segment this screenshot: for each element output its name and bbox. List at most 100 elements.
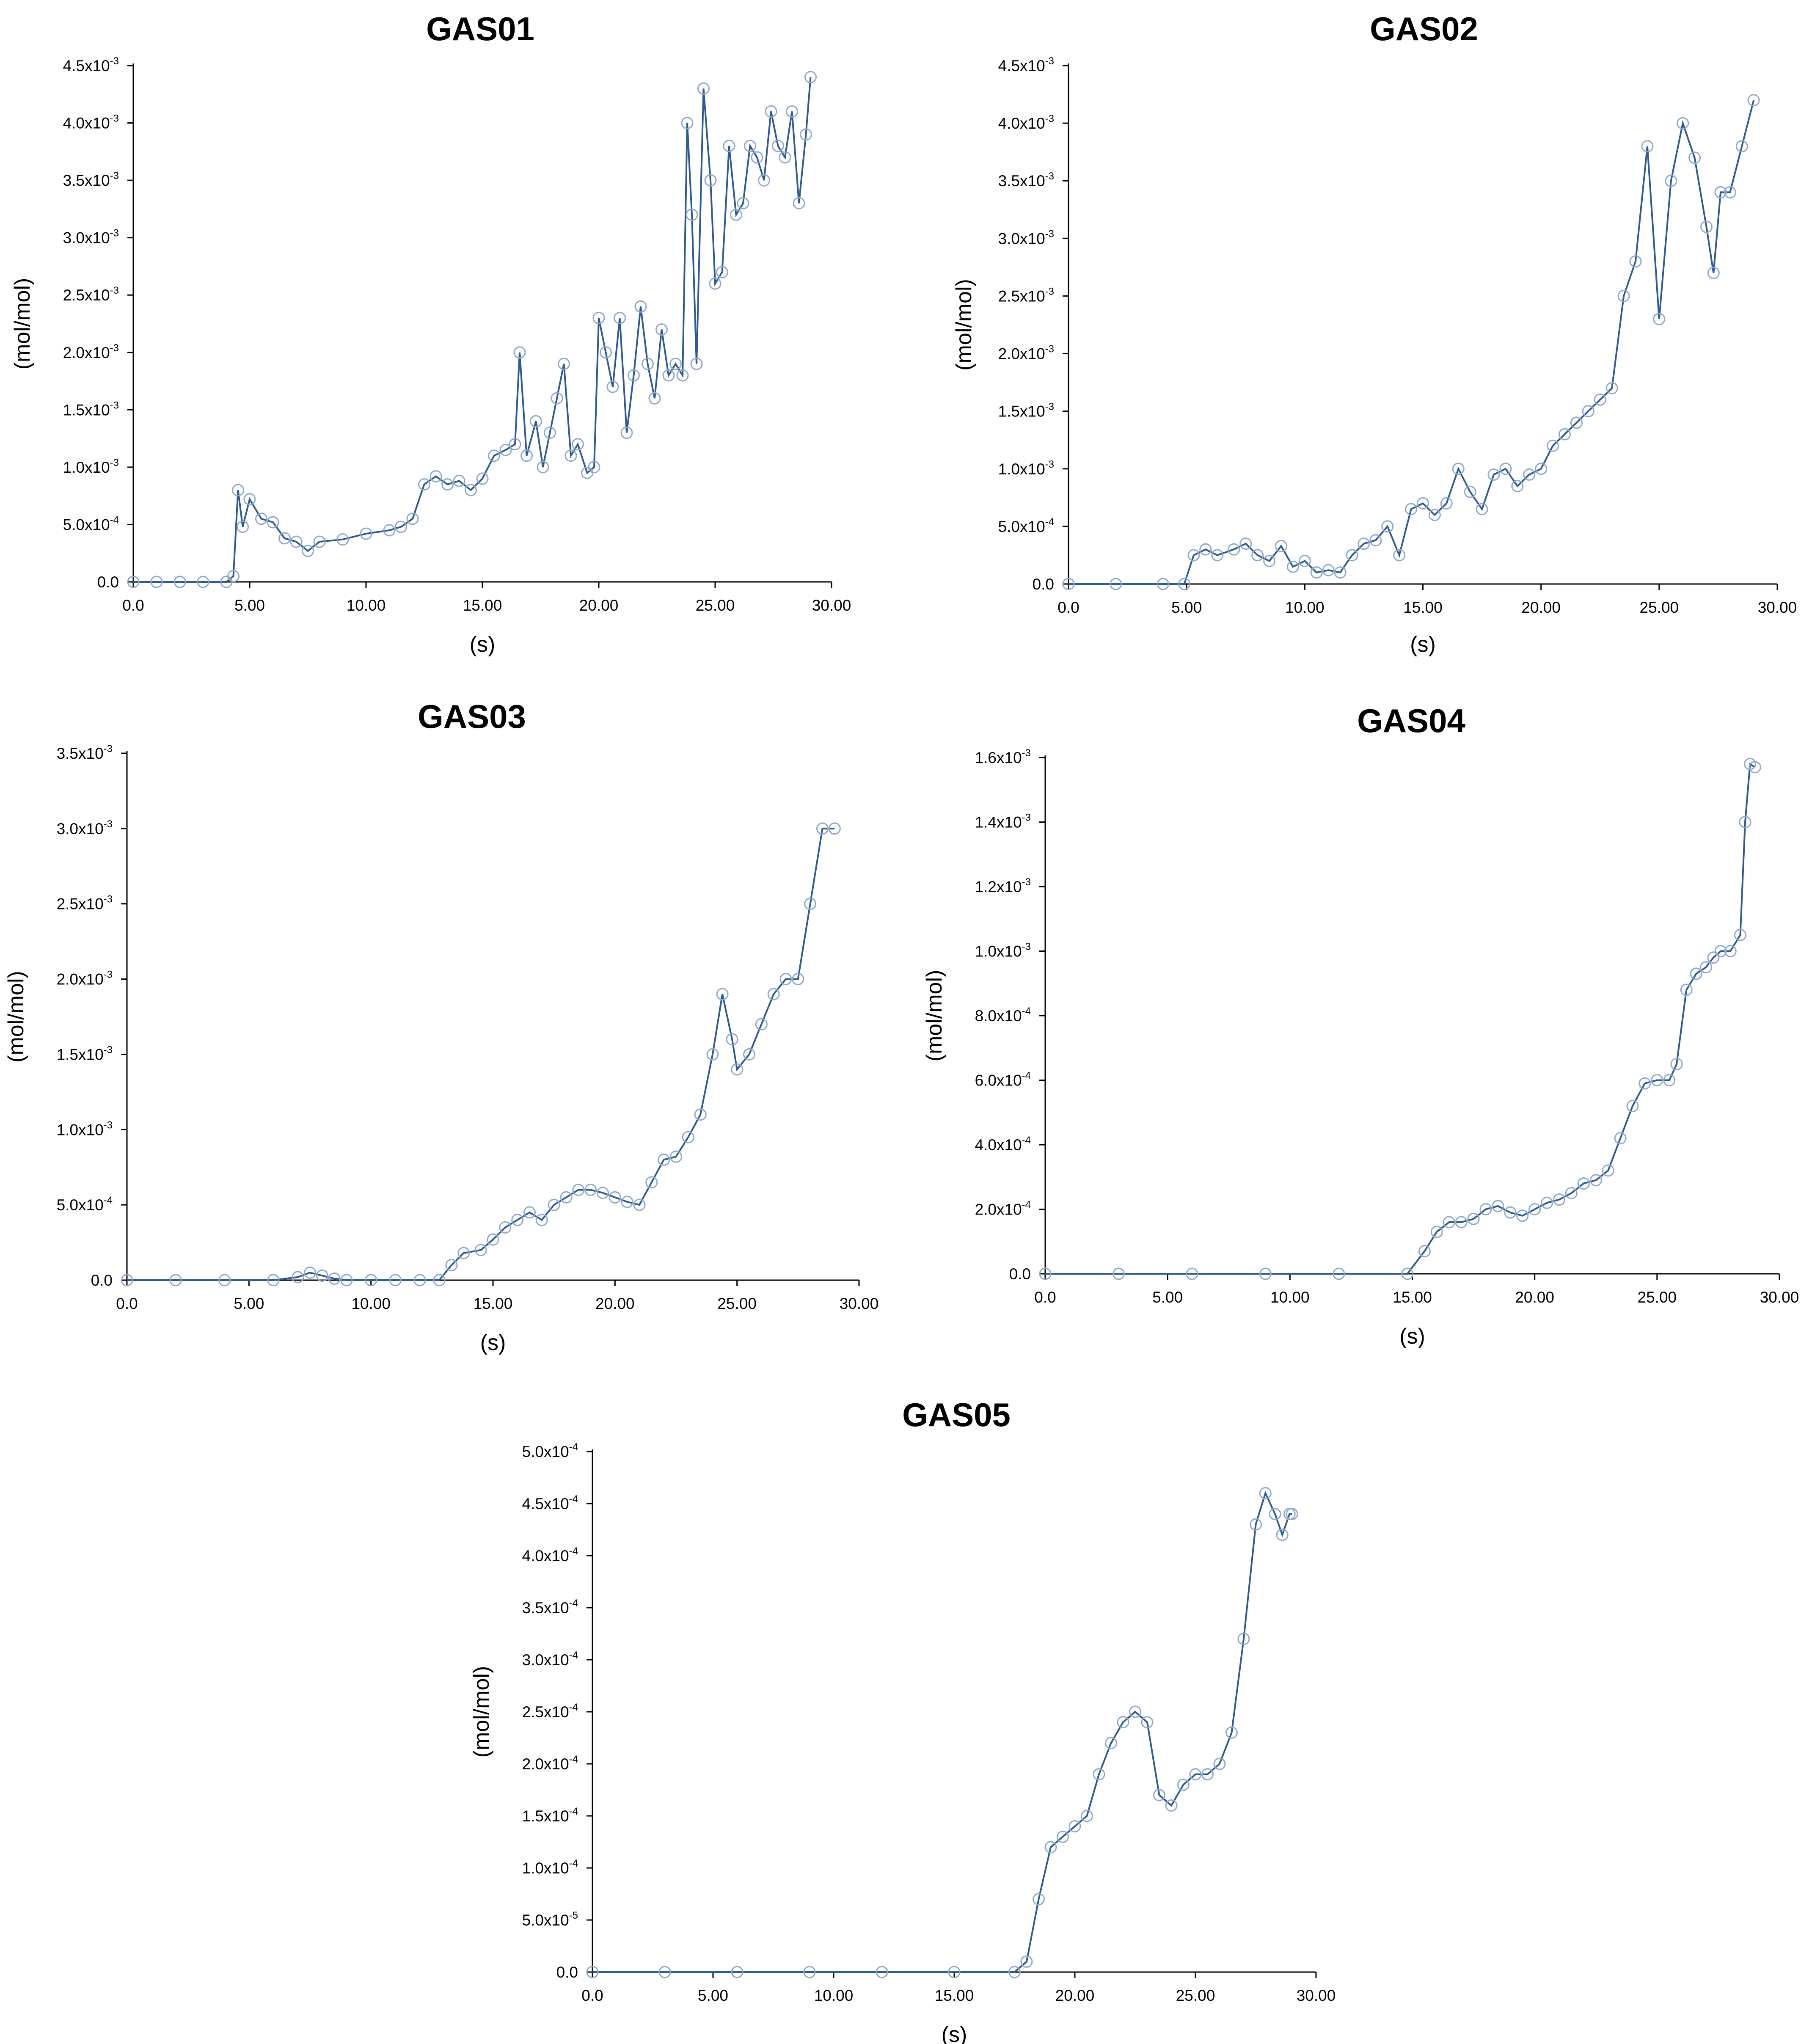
data-point	[620, 427, 633, 439]
data-point	[697, 82, 710, 95]
y-tick-exponent: -3	[1045, 401, 1054, 413]
data-point	[655, 323, 668, 336]
data-point	[1749, 761, 1761, 774]
y-tick-mantissa: 1.0x10	[998, 460, 1045, 478]
y-tick-label: 0.0	[556, 1964, 578, 1981]
data-point	[1690, 967, 1702, 980]
data-point	[1334, 566, 1347, 579]
x-tick-label: 10.00	[1285, 599, 1325, 616]
data-point	[1614, 1132, 1627, 1145]
y-tick-exponent: -3	[110, 285, 119, 296]
data-point	[682, 1131, 694, 1143]
y-tick-mantissa: 3.5x10	[63, 172, 110, 189]
y-tick-mantissa: 1.5x10	[998, 403, 1045, 420]
data-point	[1189, 1768, 1202, 1781]
x-tick-label: 30.00	[812, 597, 851, 614]
data-point	[457, 1247, 470, 1259]
y-tick-label: 4.5x10-4	[522, 1493, 578, 1512]
y-tick-label: 1.5x10-3	[57, 1044, 113, 1063]
y-tick-exponent: -3	[104, 1044, 113, 1055]
chart-title: GAS01	[426, 10, 534, 47]
data-point	[389, 1274, 402, 1286]
data-point	[1452, 463, 1465, 475]
chart-panel-gas04: GAS040.02.0x10-44.0x10-46.0x10-48.0x10-4…	[922, 702, 1799, 1349]
y-tick-exponent: -3	[1045, 55, 1054, 67]
x-axis-label: (s)	[1410, 632, 1436, 657]
data-point	[1476, 503, 1488, 515]
data-point	[1381, 520, 1394, 533]
y-tick-label: 5.0x10-4	[57, 1195, 113, 1214]
data-point	[430, 470, 442, 483]
y-tick-label: 1.0x10-3	[975, 941, 1031, 960]
x-tick-label: 15.00	[935, 1987, 974, 2004]
y-tick-mantissa: 1.0x10	[63, 459, 110, 476]
y-tick-exponent: -3	[110, 228, 119, 239]
y-tick-label: 4.0x10-3	[998, 113, 1054, 132]
x-tick-label: 5.00	[1152, 1289, 1183, 1306]
x-tick-label: 15.00	[1393, 1289, 1432, 1306]
y-tick-exponent: -3	[1045, 228, 1054, 240]
data-point	[292, 1271, 304, 1284]
y-tick-exponent: -3	[1045, 171, 1054, 182]
data-point	[1559, 428, 1571, 441]
data-point	[1629, 255, 1642, 268]
y-tick-exponent: -3	[104, 894, 113, 905]
data-point	[772, 140, 784, 152]
y-tick-mantissa: 1.0x10	[975, 943, 1022, 960]
y-axis-label: (mol/mol)	[952, 279, 976, 371]
y-tick-mantissa: 1.5x10	[63, 401, 110, 419]
data-point	[793, 197, 805, 209]
chart-panel-gas02: GAS020.05.0x10-41.0x10-31.5x10-32.0x10-3…	[952, 10, 1797, 657]
series-line	[1068, 100, 1755, 585]
data-point	[1582, 405, 1594, 418]
y-tick-mantissa: 2.5x10	[63, 286, 110, 304]
y-tick-mantissa: 0.0	[1009, 1265, 1031, 1283]
data-point	[1105, 1737, 1117, 1749]
x-axis-label: (s)	[480, 1331, 506, 1355]
data-point	[1199, 543, 1212, 556]
x-tick-label: 0.0	[116, 1295, 138, 1312]
data-point	[150, 576, 163, 588]
y-tick-label: 1.0x10-3	[63, 457, 119, 476]
y-tick-label: 2.5x10-3	[63, 285, 119, 304]
y-axis-label: (mol/mol)	[10, 278, 35, 370]
data-point	[634, 300, 647, 313]
y-tick-label: 2.5x10-4	[522, 1702, 578, 1721]
x-tick-label: 25.00	[1176, 1987, 1215, 2004]
data-point	[360, 527, 372, 540]
data-point	[520, 449, 533, 462]
data-point	[1680, 983, 1693, 996]
data-point	[395, 521, 407, 533]
data-point	[1553, 1193, 1565, 1206]
data-point	[1057, 1830, 1069, 1843]
data-point	[513, 346, 526, 359]
x-tick-label: 20.00	[1515, 1289, 1554, 1306]
data-point	[1225, 1726, 1238, 1739]
data-point	[597, 1187, 609, 1199]
y-tick-exponent: -3	[1022, 876, 1031, 888]
data-point	[487, 1233, 499, 1246]
data-point	[592, 311, 605, 324]
data-point	[731, 1063, 744, 1076]
y-tick-mantissa: 1.0x10	[522, 1859, 569, 1877]
data-point	[1479, 1203, 1492, 1215]
data-point	[509, 438, 521, 451]
data-point	[1157, 578, 1169, 590]
y-tick-mantissa: 2.0x10	[63, 344, 110, 361]
data-point	[731, 1966, 744, 1978]
data-point	[1528, 1203, 1541, 1215]
data-point	[614, 311, 626, 324]
data-point	[511, 1214, 524, 1226]
data-point	[600, 346, 612, 359]
x-tick-label: 25.00	[1638, 1289, 1677, 1306]
x-tick-label: 20.00	[1521, 599, 1561, 616]
data-point	[1714, 945, 1727, 957]
data-point	[445, 1259, 458, 1271]
y-tick-exponent: -3	[1045, 286, 1054, 297]
data-point	[237, 521, 249, 533]
data-point	[1516, 1209, 1529, 1222]
data-point	[681, 117, 694, 129]
y-tick-label: 1.5x10-3	[63, 399, 119, 419]
y-tick-exponent: -4	[569, 1702, 578, 1713]
data-point	[1663, 1074, 1676, 1086]
